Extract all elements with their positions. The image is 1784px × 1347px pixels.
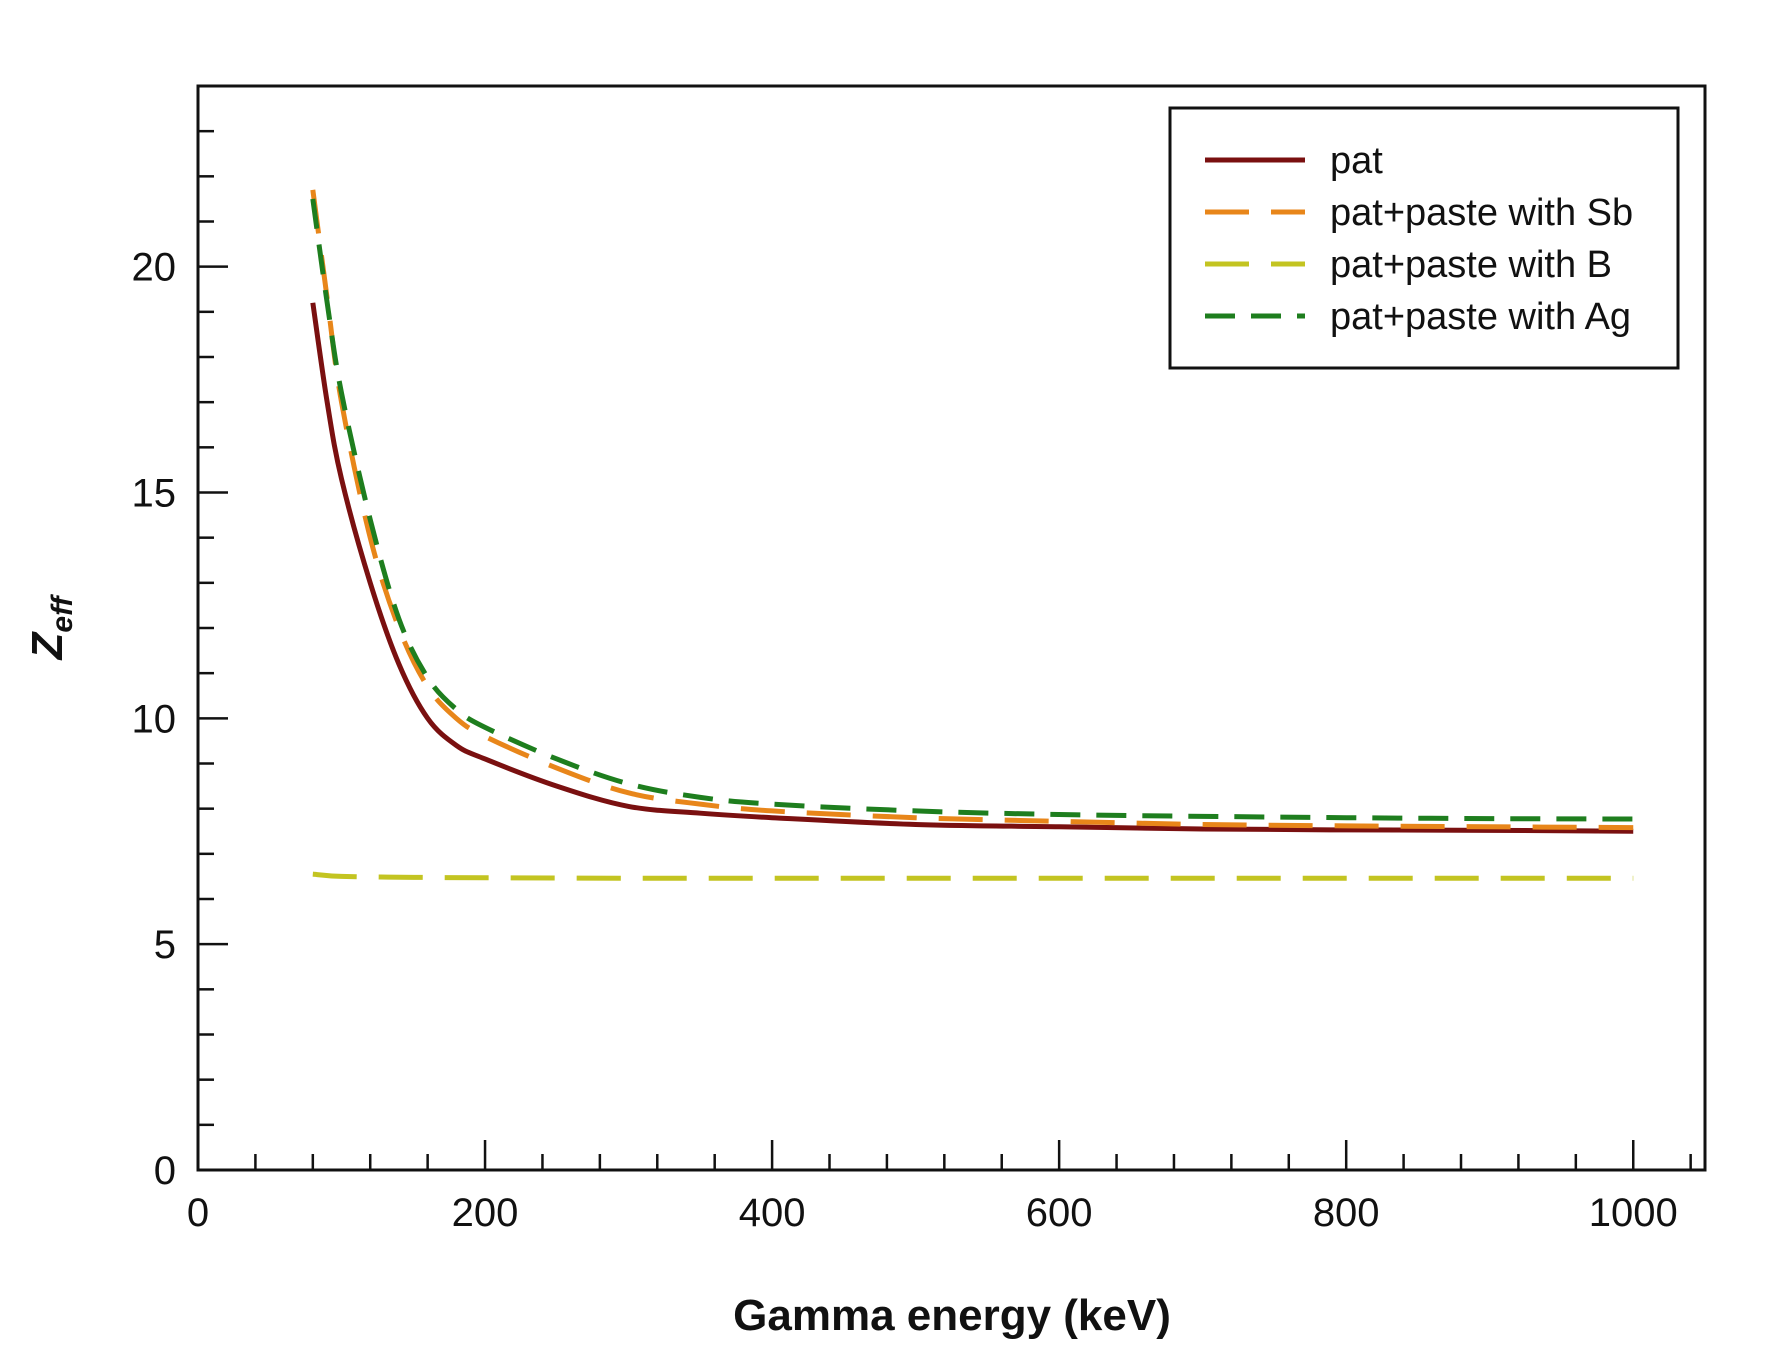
legend-box — [1168, 106, 1680, 370]
x-axis: 0 200 400 600 800 1000 — [187, 1140, 1692, 1235]
series-layer — [310, 189, 1634, 881]
y-tick-label: 15 — [132, 472, 177, 516]
series-line-1 — [310, 189, 1634, 831]
x-tick-label: 600 — [1026, 1191, 1093, 1235]
x-tick-label: 200 — [452, 1191, 519, 1235]
y-axis: 0 5 10 15 20 — [132, 84, 228, 1193]
legend-items: pat pat+paste with Sb pat+paste with B pat+… — [1205, 140, 1633, 338]
y-axis-title-main: Z — [23, 631, 72, 662]
legend-label: pat+paste with B — [1330, 244, 1612, 286]
svg-text:Zeff: Zeff — [23, 593, 79, 661]
y-tick-label: 0 — [154, 1149, 176, 1193]
y-tick-label: 10 — [132, 697, 177, 741]
legend-label: pat+paste with Sb — [1330, 192, 1633, 234]
legend-label: pat+paste with Ag — [1330, 296, 1631, 338]
x-tick-label: 0 — [187, 1191, 209, 1235]
x-axis-title: Gamma energy (keV) — [733, 1291, 1171, 1340]
y-tick-label: 5 — [154, 923, 176, 967]
x-tick-label: 400 — [739, 1191, 806, 1235]
legend: pat pat+paste with Sb pat+paste with B pat+… — [1168, 106, 1680, 370]
y-axis-title-sub: eff — [46, 593, 79, 632]
series-line-2 — [312, 871, 1634, 881]
series-line-3 — [310, 198, 1634, 822]
legend-label: pat — [1330, 140, 1383, 182]
x-tick-label: 1000 — [1589, 1191, 1678, 1235]
y-axis-title: Zeff — [23, 593, 79, 661]
x-tick-label: 800 — [1313, 1191, 1380, 1235]
y-tick-label: 20 — [132, 246, 177, 290]
series-line-0 — [310, 302, 1634, 834]
